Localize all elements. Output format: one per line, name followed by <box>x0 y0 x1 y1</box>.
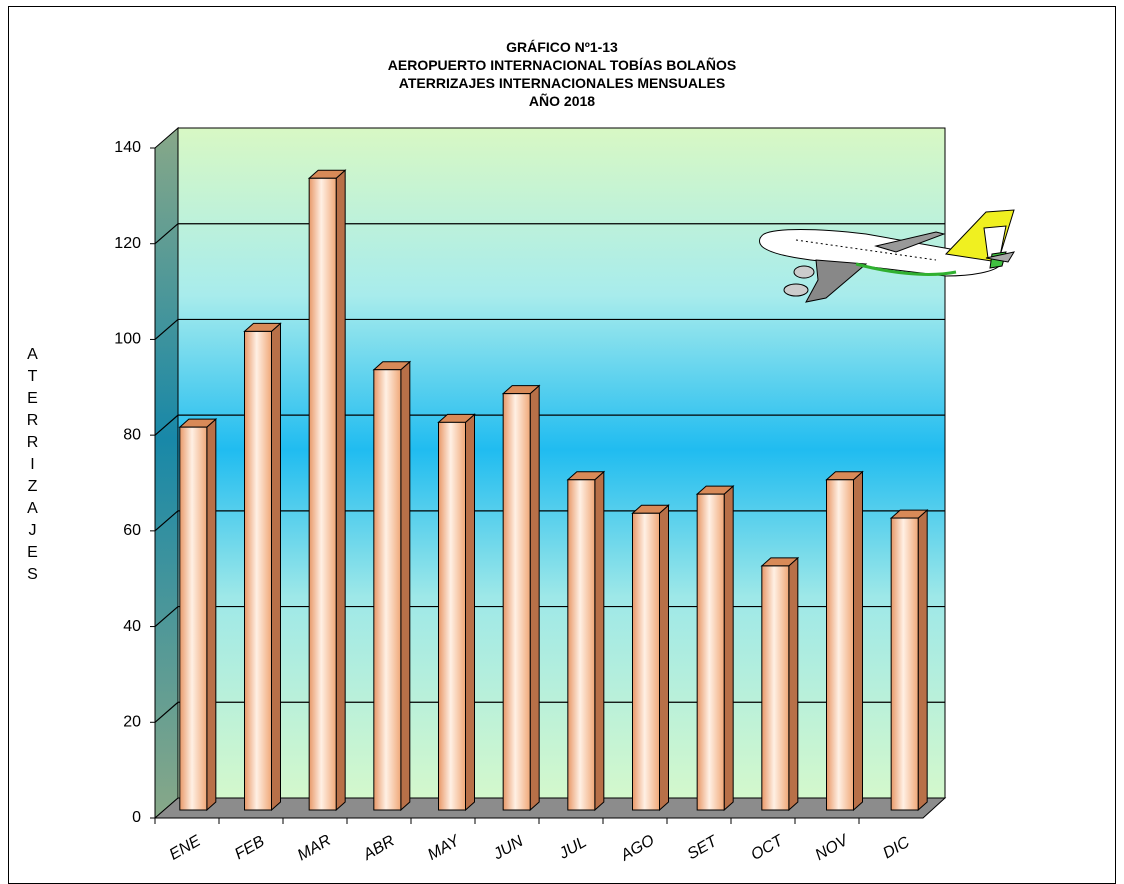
bar-front <box>890 517 919 811</box>
bar-front <box>632 512 660 811</box>
bar-front <box>826 479 854 811</box>
title-line: AÑO 2018 <box>529 92 595 109</box>
title-line: ATERRIZAJES INTERNACIONALES MENSUALES <box>399 75 725 91</box>
bar-front <box>308 177 337 811</box>
bar <box>307 169 347 812</box>
bar-side <box>853 470 863 812</box>
x-tick-label: SET <box>685 832 722 863</box>
bar-front <box>438 421 466 811</box>
grid-line <box>154 605 945 628</box>
y-tick-label: 20 <box>123 714 141 731</box>
bar-front <box>373 369 402 811</box>
bar-side <box>723 485 734 812</box>
x-tick-label: ENE <box>167 832 204 863</box>
x-tick-label: ABR <box>360 832 398 864</box>
bar <box>372 360 412 812</box>
bar-side <box>788 556 799 812</box>
bar-side <box>400 360 411 812</box>
grid-line <box>154 318 945 340</box>
bar-front <box>696 493 725 811</box>
y-tick-label: 120 <box>114 235 141 252</box>
y-tick-label: 80 <box>123 426 141 443</box>
y-tick-label: 140 <box>114 139 141 156</box>
bar-front <box>761 565 790 811</box>
bar-side <box>529 384 540 812</box>
x-tick-label: OCT <box>748 832 787 864</box>
bar-front <box>502 393 531 811</box>
bar <box>695 485 735 812</box>
bar <box>243 322 282 812</box>
bar-side <box>659 504 669 812</box>
x-tick-label: JUL <box>556 834 590 863</box>
x-tick-label: DIC <box>880 834 913 863</box>
bar <box>178 418 218 812</box>
bar-front <box>567 479 596 811</box>
x-tick-label: MAR <box>295 832 335 865</box>
bar <box>437 413 476 812</box>
bar-side <box>594 470 605 812</box>
bar-front <box>179 426 208 811</box>
bar <box>631 504 670 812</box>
grid-line <box>154 414 945 436</box>
grid <box>154 223 945 723</box>
bar-side <box>271 322 281 812</box>
x-tick-label: AGO <box>617 832 657 865</box>
grid-line <box>154 510 945 532</box>
bar <box>566 470 606 812</box>
bar <box>889 508 929 812</box>
bar-side <box>335 169 346 812</box>
grid-line <box>154 223 945 245</box>
bar <box>760 556 800 812</box>
y-tick-label: 40 <box>123 618 141 635</box>
y-tick-label: 0 <box>132 809 141 826</box>
y-tick-label: 60 <box>123 522 141 539</box>
side-wall <box>154 126 179 820</box>
title-line: AEROPUERTO INTERNACIONAL TOBÍAS BOLAÑOS <box>388 56 736 73</box>
x-tick-label: JUN <box>490 833 527 864</box>
bars <box>178 169 929 812</box>
bar-side <box>206 418 217 812</box>
x-tick-label: MAY <box>425 832 464 864</box>
grid-line <box>154 701 945 723</box>
bar-side <box>465 413 475 812</box>
bar-front <box>244 330 272 811</box>
bar <box>501 384 541 812</box>
airplane-icon <box>759 209 1016 303</box>
y-axis-label: ATERRIZAJES <box>24 346 41 588</box>
title-line: GRÁFICO Nº1-13 <box>506 39 618 55</box>
x-tick-label: NOV <box>812 831 852 864</box>
bar <box>825 470 864 812</box>
y-tick-label: 100 <box>114 331 141 348</box>
x-tick-label: FEB <box>232 833 268 863</box>
bar-side <box>917 508 928 812</box>
